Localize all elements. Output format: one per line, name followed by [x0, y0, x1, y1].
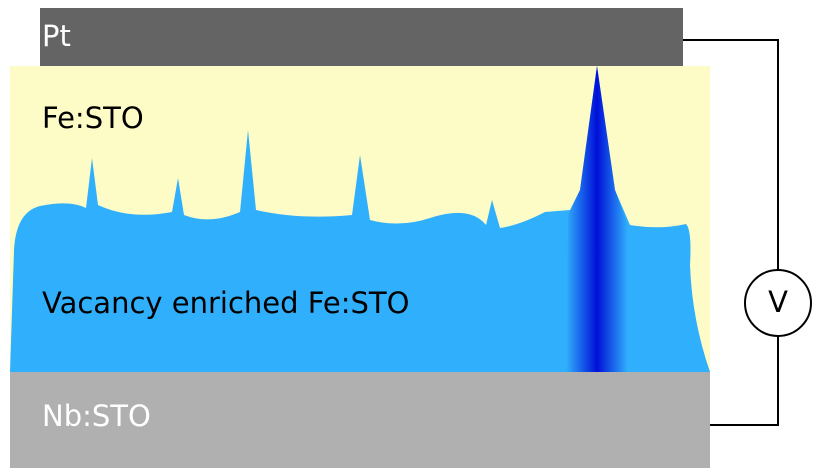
film-label: Fe:STO — [42, 101, 144, 135]
top-electrode-label: Pt — [42, 19, 71, 53]
enriched-label: Vacancy enriched Fe:STO — [42, 286, 409, 320]
substrate — [10, 372, 710, 468]
enriched-region — [10, 66, 710, 372]
circuit-wire — [683, 39, 779, 426]
filament — [566, 66, 628, 372]
voltmeter — [744, 269, 812, 337]
voltmeter-label: V — [768, 285, 788, 319]
substrate-label: Nb:STO — [42, 399, 151, 433]
top-electrode — [40, 8, 683, 66]
